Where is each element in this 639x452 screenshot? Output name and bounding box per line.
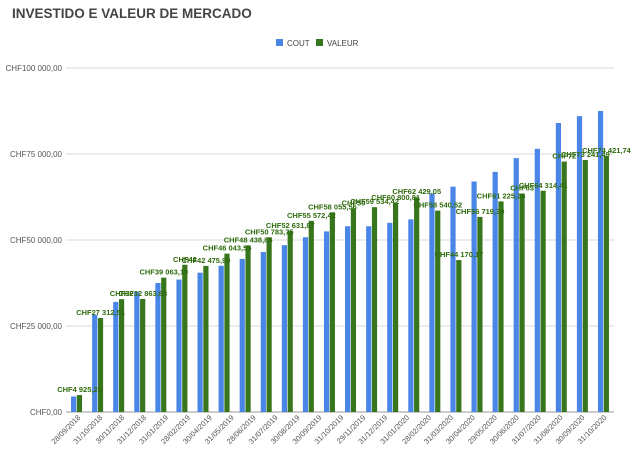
data-label: CHF72	[552, 152, 576, 161]
bar-valeur	[118, 299, 125, 412]
data-label: CHF42 475,90	[182, 256, 231, 265]
y-tick-label: CHF75 000,00	[10, 150, 63, 159]
bar-valeur	[498, 201, 504, 412]
bar-cout	[597, 111, 604, 412]
bar-cout	[429, 193, 435, 412]
data-label: CHF56 719,39	[456, 207, 505, 216]
data-label: CHF44 170,17	[435, 250, 484, 259]
bar-valeur	[350, 208, 357, 412]
bar-cout	[218, 265, 224, 412]
data-label: CHF64 314,41	[519, 181, 568, 190]
data-label: CHF59 534,42	[350, 197, 399, 206]
bar-valeur	[540, 190, 546, 412]
data-label: CHF61 225,36	[477, 191, 526, 200]
bar-valeur	[245, 245, 251, 412]
bar-cout	[260, 252, 266, 412]
bar-cout	[408, 219, 414, 412]
bar-valeur	[371, 207, 378, 412]
bar-cout	[387, 222, 393, 412]
data-label: CHF74 421,74	[582, 146, 632, 155]
bars	[71, 111, 609, 413]
legend[interactable]: COUT VALEUR	[276, 39, 359, 48]
data-label: CHF60 800,81	[371, 193, 420, 202]
bar-cout	[71, 396, 77, 412]
bar-cout	[513, 158, 519, 412]
data-label: CHF73 241,49	[561, 150, 610, 159]
bar-cout	[366, 226, 372, 412]
bar-cout	[197, 272, 203, 412]
bar-valeur	[203, 265, 209, 412]
legend-label: COUT	[287, 39, 310, 48]
data-label: CHF52 631,87	[266, 221, 315, 230]
data-label: CHF50 783,75	[245, 227, 294, 236]
y-tick-label: CHF0,00	[30, 408, 63, 417]
data-label: CHF42	[173, 255, 197, 264]
bar-valeur	[97, 318, 104, 412]
grid-lines	[66, 67, 614, 413]
bar-valeur	[582, 160, 588, 412]
bar-cout	[576, 116, 583, 412]
bar-valeur	[329, 212, 335, 412]
x-axis: 28/09/201831/10/201830/11/201831/12/2018…	[49, 413, 608, 446]
bar-cout	[555, 123, 562, 412]
bar-valeur	[224, 253, 230, 412]
data-label: CHF46 043,55	[203, 244, 252, 253]
bar-cout	[471, 181, 477, 412]
bar-cout	[92, 314, 98, 412]
legend-swatch	[316, 39, 323, 46]
y-tick-label: CHF25 000,00	[10, 322, 63, 331]
legend-swatch	[276, 39, 283, 46]
data-label: CHF48 438,86	[224, 235, 273, 244]
data-label: CHF63	[510, 184, 534, 193]
data-label: CHF32 863,83	[118, 289, 167, 298]
bar-valeur	[287, 230, 293, 412]
data-label: CHF32	[110, 289, 134, 298]
bar-cout	[281, 245, 288, 412]
bar-cout	[155, 283, 161, 412]
y-tick-label: CHF100 000,00	[6, 64, 63, 73]
bar-valeur	[161, 277, 167, 412]
data-label: CHF62 429,05	[392, 187, 441, 196]
y-tick-label: CHF50 000,00	[10, 236, 63, 245]
bar-cout	[176, 279, 182, 412]
bar-cout	[113, 301, 119, 412]
bar-valeur	[603, 155, 609, 413]
bar-cout	[450, 186, 456, 412]
bar-valeur	[182, 264, 188, 412]
bar-valeur	[140, 298, 146, 412]
bar-cout	[302, 237, 309, 412]
bar-valeur	[519, 193, 525, 412]
bar-cout	[239, 258, 245, 412]
data-label: CHF58 540,52	[413, 201, 462, 210]
bar-cout	[345, 226, 351, 412]
bar-cout	[323, 231, 330, 412]
data-label: CHF4 925,23	[57, 385, 102, 394]
chart-title: INVESTIDO E VALEUR DE MERCADO	[12, 6, 252, 21]
bar-valeur	[76, 395, 83, 412]
data-label: CHF39 063,10	[139, 268, 188, 277]
bar-valeur	[561, 161, 567, 412]
bar-valeur	[456, 260, 462, 412]
bar-cout	[534, 148, 540, 412]
bar-valeur	[477, 216, 483, 412]
y-axis: CHF0,00 CHF25 000,00 CHF50 000,00 CHF75 000…	[6, 64, 63, 417]
bar-valeur	[266, 237, 272, 412]
legend-label: VALEUR	[327, 39, 359, 48]
bar-valeur	[392, 202, 399, 412]
data-label: CHF58 055,56	[308, 202, 357, 211]
data-label: CHF27 312,51	[76, 308, 125, 317]
data-label: CHF59	[342, 198, 366, 207]
bar-valeur	[414, 197, 420, 412]
bar-cout	[492, 171, 498, 412]
bar-valeur	[308, 220, 314, 412]
bar-valeur	[435, 210, 441, 412]
data-label: CHF55 572,42	[287, 211, 336, 220]
bar-cout	[134, 291, 140, 412]
